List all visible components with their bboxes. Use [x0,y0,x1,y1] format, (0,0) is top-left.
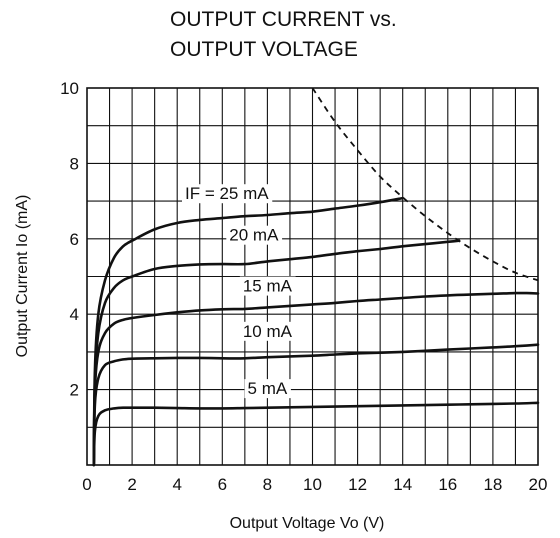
y-tick-label: 8 [70,154,79,173]
x-tick-label: 8 [263,475,272,494]
curve-label-text: 10 mA [243,322,293,341]
x-tick-label: 0 [82,475,91,494]
curve-label-text: IF = 25 mA [185,184,269,203]
x-tick-label: 18 [483,475,502,494]
x-tick-label: 16 [438,475,457,494]
curve-label-background [181,184,273,204]
x-tick-label: 4 [172,475,181,494]
curve-label-background [226,225,283,245]
x-tick-label: 12 [348,475,367,494]
x-axis-label: Output Voltage Vo (V) [230,515,385,532]
x-tick-label: 2 [127,475,136,494]
curve-labels: IF = 25 mA 20 mA 15 mA 10 mA 5 mA [181,184,296,399]
chart-title-line-2: OUTPUT VOLTAGE [170,38,358,61]
series-line-1 [92,239,461,467]
series-line-3 [92,343,540,467]
curves [92,196,540,467]
y-tick-label: 2 [70,381,79,400]
curve-label-text: 5 mA [248,379,288,398]
series-line-0 [92,196,404,467]
limit-curve-layer [311,87,539,282]
curve-label-3: 10 mA [239,321,296,341]
chart-title-line-1: OUTPUT CURRENT vs. [170,8,397,31]
curve-label-text: 20 mA [229,226,279,245]
curve-label-2: 15 mA [239,276,296,296]
curve-label-text: 15 mA [243,277,293,296]
curve-label-1: 20 mA [226,225,283,245]
x-tick-label: 6 [218,475,227,494]
tick-labels: 0 2 4 6 8 10 12 14 16 18 20 2 4 6 8 10 [60,79,547,494]
curve-label-background [244,379,291,399]
x-tick-label: 14 [393,475,412,494]
y-tick-label: 10 [60,79,79,98]
limit-curve [311,87,539,282]
series-line-4 [92,401,540,467]
series-line-2 [92,291,540,467]
y-tick-label: 6 [70,230,79,249]
curve-label-background [239,276,296,296]
curve-label-background [239,321,296,341]
curve-label-0: IF = 25 mA [181,184,273,204]
x-tick-label: 20 [529,475,548,494]
y-tick-label: 4 [70,305,79,324]
curve-label-4: 5 mA [244,379,291,399]
x-tick-label: 10 [303,475,322,494]
y-axis-label: Output Current Io (mA) [14,195,31,358]
